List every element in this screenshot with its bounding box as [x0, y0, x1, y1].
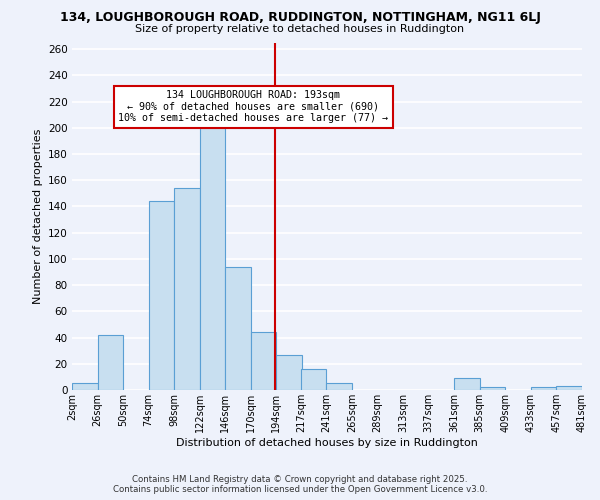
Bar [301, 369, 326, 390]
Bar [251, 332, 277, 390]
Bar [556, 386, 582, 390]
Text: Contains HM Land Registry data © Crown copyright and database right 2025.
Contai: Contains HM Land Registry data © Crown c… [113, 474, 487, 494]
Bar [98, 335, 123, 390]
Bar [200, 110, 226, 390]
Y-axis label: Number of detached properties: Number of detached properties [32, 128, 43, 304]
Bar [531, 388, 556, 390]
X-axis label: Distribution of detached houses by size in Ruddington: Distribution of detached houses by size … [176, 438, 478, 448]
Text: 134, LOUGHBOROUGH ROAD, RUDDINGTON, NOTTINGHAM, NG11 6LJ: 134, LOUGHBOROUGH ROAD, RUDDINGTON, NOTT… [59, 11, 541, 24]
Bar [226, 266, 251, 390]
Text: Size of property relative to detached houses in Ruddington: Size of property relative to detached ho… [136, 24, 464, 34]
Bar [149, 201, 174, 390]
Text: 134 LOUGHBOROUGH ROAD: 193sqm
← 90% of detached houses are smaller (690)
10% of : 134 LOUGHBOROUGH ROAD: 193sqm ← 90% of d… [118, 90, 388, 124]
Bar [174, 188, 200, 390]
Bar [72, 384, 98, 390]
Bar [454, 378, 480, 390]
Bar [326, 384, 352, 390]
Bar [480, 388, 505, 390]
Bar [277, 354, 302, 390]
